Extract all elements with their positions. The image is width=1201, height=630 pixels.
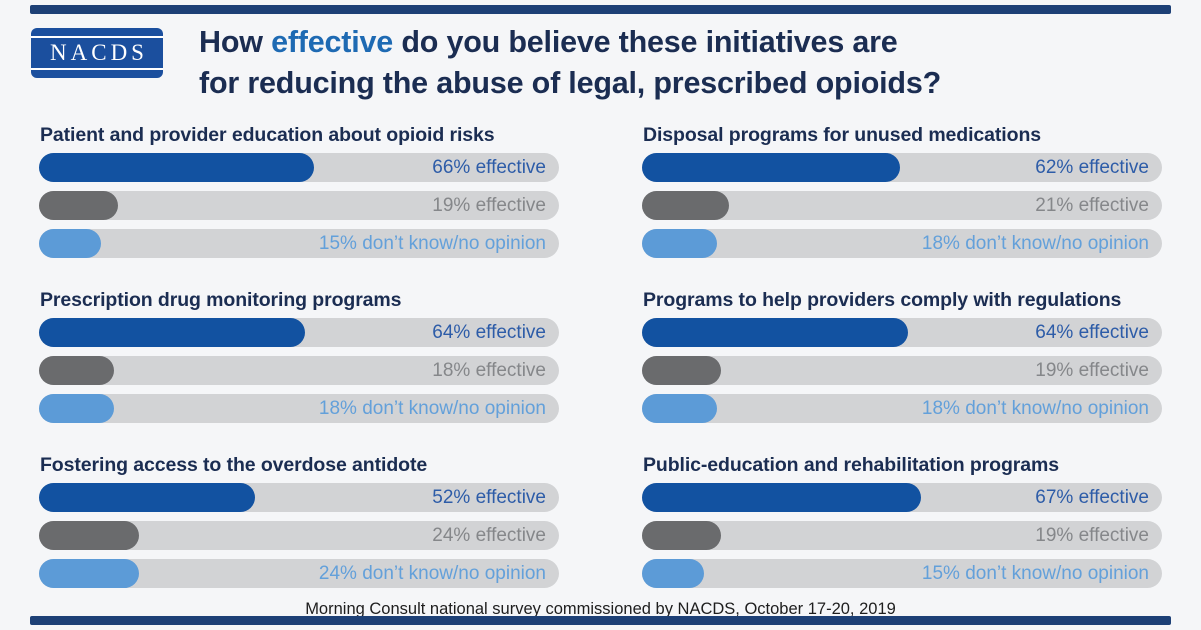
bar-fill [39,318,306,347]
bar-group: Disposal programs for unused medications… [642,124,1162,267]
bar-track: 15% don’t know/no opinion [642,559,1162,588]
bar-track: 67% effective [642,483,1162,512]
nacds-logo: NACDS [31,28,163,78]
bottom-rule [30,616,1171,625]
bar-label: 67% effective [1035,487,1149,508]
bar-fill [642,394,717,423]
bar-group: Public-education and rehabilitation prog… [642,454,1162,597]
bar-track: 18% don’t know/no opinion [642,229,1162,258]
page-title: How effective do you believe these initi… [199,22,1149,104]
bar-group-title: Disposal programs for unused medications [643,124,1041,146]
bar-track: 19% effective [39,191,559,220]
bar-track: 66% effective [39,153,559,182]
title-part1: How [199,25,263,59]
bar-track: 21% effective [642,191,1162,220]
bar-fill [642,318,909,347]
bar-group-title: Programs to help providers comply with r… [643,289,1122,311]
bar-group-title: Public-education and rehabilitation prog… [643,454,1059,476]
bar-label: 15% don’t know/no opinion [318,233,546,254]
bar-label: 19% effective [432,195,546,216]
bar-fill [642,521,722,550]
bar-group: Prescription drug monitoring programs 64%… [39,289,559,432]
bar-fill [642,356,722,385]
bar-track: 19% effective [642,521,1162,550]
nacds-logo-text: NACDS [50,40,148,65]
bar-track: 64% effective [642,318,1162,347]
bar-fill [39,394,114,423]
bar-group-title: Prescription drug monitoring programs [40,289,402,311]
bar-label: 18% don’t know/no opinion [921,233,1149,254]
bar-track: 19% effective [642,356,1162,385]
source-note: Morning Consult national survey commissi… [305,600,896,618]
bar-label: 18% don’t know/no opinion [318,398,546,419]
bar-fill [642,191,730,220]
bar-label: 18% don’t know/no opinion [921,398,1149,419]
bar-label: 62% effective [1035,157,1149,178]
bar-label: 24% effective [432,525,546,546]
title-line2: for reducing the abuse of legal, prescri… [199,66,942,100]
logo-rule-top [31,36,163,38]
bar-label: 19% effective [1035,525,1149,546]
bar-track: 52% effective [39,483,559,512]
bar-fill [39,483,256,512]
bar-fill [39,153,314,182]
bar-group-title: Patient and provider education about opi… [40,124,495,146]
bar-fill [39,191,119,220]
bar-track: 18% don’t know/no opinion [642,394,1162,423]
bar-group-title: Fostering access to the overdose antidot… [40,454,428,476]
bar-track: 15% don’t know/no opinion [39,229,559,258]
bar-fill [39,559,139,588]
bar-label: 15% don’t know/no opinion [921,563,1149,584]
bar-label: 19% effective [1035,360,1149,381]
bar-fill [39,229,102,258]
bar-track: 18% effective [39,356,559,385]
bar-label: 66% effective [432,157,546,178]
bar-label: 21% effective [1035,195,1149,216]
bar-label: 18% effective [432,360,546,381]
bar-label: 24% don’t know/no opinion [318,563,546,584]
top-rule [30,5,1171,14]
bar-group: Fostering access to the overdose antidot… [39,454,559,597]
bar-track: 64% effective [39,318,559,347]
bar-track: 24% don’t know/no opinion [39,559,559,588]
bar-fill [642,483,921,512]
bar-label: 64% effective [432,322,546,343]
bar-label: 64% effective [1035,322,1149,343]
bar-fill [642,153,900,182]
logo-rule-bottom [31,68,163,70]
bar-track: 18% don’t know/no opinion [39,394,559,423]
bar-track: 24% effective [39,521,559,550]
title-part2: do you believe these initiatives are [401,25,898,59]
bar-label: 52% effective [432,487,546,508]
bar-fill [642,229,717,258]
bar-fill [642,559,705,588]
bar-fill [39,356,114,385]
bar-fill [39,521,139,550]
bar-track: 62% effective [642,153,1162,182]
bar-group: Programs to help providers comply with r… [642,289,1162,432]
bar-group: Patient and provider education about opi… [39,124,559,267]
title-highlight: effective [271,25,394,59]
